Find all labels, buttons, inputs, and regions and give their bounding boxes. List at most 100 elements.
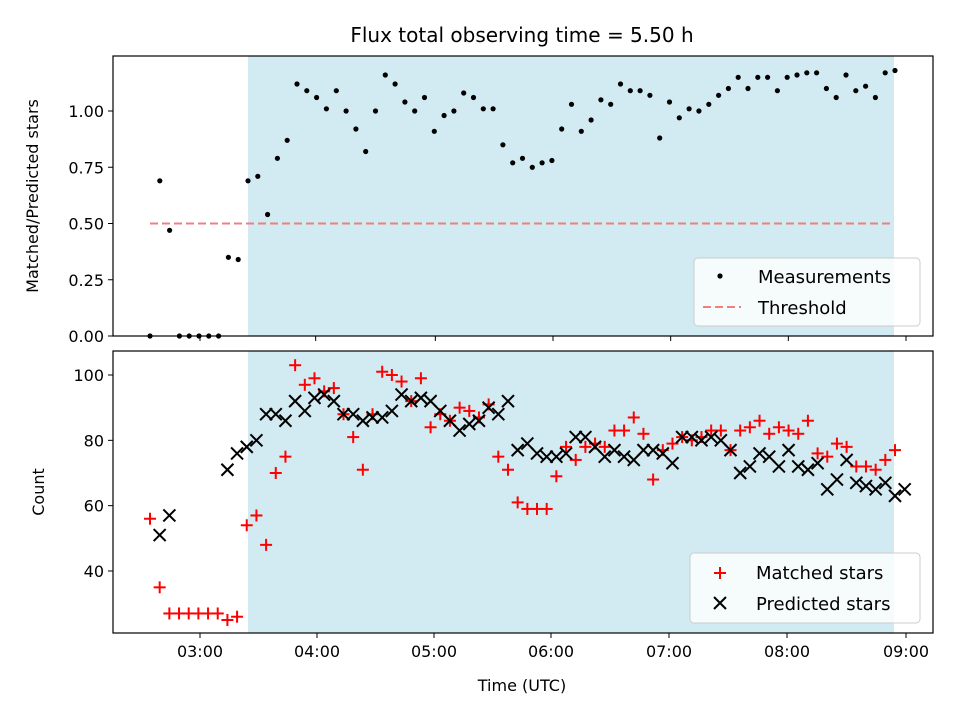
predicted-star-point xyxy=(317,387,331,402)
measurement-point xyxy=(412,108,418,114)
measurement-point xyxy=(490,106,496,112)
measurement-point xyxy=(480,106,486,112)
predicted-star-point xyxy=(452,423,467,438)
matched-star-point xyxy=(763,427,776,440)
predicted-star-point xyxy=(849,476,864,490)
matched-star-point xyxy=(879,453,892,466)
measurement-point xyxy=(627,88,633,94)
bottom-x-tick-label: 07:00 xyxy=(646,642,692,661)
predicted-star-point xyxy=(375,410,389,425)
top-y-axis-label: Matched/Predicted stars xyxy=(23,99,42,293)
measurement-point xyxy=(323,106,329,112)
matched-star-point xyxy=(240,519,253,532)
bottom-x-tick-label: 08:00 xyxy=(764,642,810,661)
predicted-star-point xyxy=(230,446,244,461)
measurement-point xyxy=(784,74,790,80)
measurement-point xyxy=(461,90,467,96)
top-y-tick-label: 0.00 xyxy=(68,327,104,346)
top-y-tick-label: 0.50 xyxy=(68,215,104,234)
measurement-point xyxy=(402,99,408,105)
measurement-point xyxy=(431,128,437,134)
measurement-point xyxy=(225,254,231,260)
matched-star-point xyxy=(395,375,408,388)
measurement-point xyxy=(774,88,781,94)
measurement-point xyxy=(519,155,526,161)
matched-star-point xyxy=(540,502,553,515)
measurement-point xyxy=(853,88,859,94)
predicted-star-point xyxy=(404,394,418,408)
measurement-point xyxy=(617,81,624,87)
measurement-point xyxy=(863,83,869,89)
matched-star-point xyxy=(830,437,843,450)
predicted-star-point xyxy=(530,446,544,461)
matched-star-point xyxy=(463,404,476,417)
bottom-y-tick-label: 80 xyxy=(84,431,104,450)
measurement-point xyxy=(716,92,722,98)
matched-star-point xyxy=(743,421,756,434)
predicted-star-point xyxy=(365,410,380,425)
measurement-point xyxy=(765,74,771,80)
measurement-point xyxy=(882,70,888,76)
predicted-star-point xyxy=(897,482,912,497)
predicted-star-point xyxy=(810,456,825,470)
measurement-point xyxy=(745,85,751,92)
predicted-star-point xyxy=(704,430,718,444)
bottom-y-tick-label: 100 xyxy=(73,366,104,385)
measurement-point xyxy=(637,88,643,94)
measurement-point xyxy=(255,173,261,179)
predicted-star-point xyxy=(723,443,738,457)
predicted-star-point xyxy=(269,407,283,421)
measurement-point xyxy=(706,101,712,107)
matched-star-point xyxy=(627,411,640,424)
matched-star-point xyxy=(859,460,872,473)
predicted-star-point xyxy=(249,433,264,448)
bottom-panel-frame xyxy=(112,350,934,634)
predicted-star-point xyxy=(694,433,709,448)
bottom-x-tick-label: 03:00 xyxy=(177,642,223,661)
predicted-star-point xyxy=(598,449,612,464)
measurement-point xyxy=(314,94,320,101)
matched-star-point xyxy=(511,496,524,509)
measurement-point xyxy=(510,160,516,166)
legend-matched-label: Matched stars xyxy=(756,563,883,584)
matched-star-point xyxy=(618,424,631,437)
measurement-point xyxy=(578,128,584,134)
measurement-point xyxy=(549,157,555,164)
predicted-star-point xyxy=(878,476,893,490)
bottom-y-axis-label: Count xyxy=(29,468,48,516)
matched-star-point xyxy=(298,378,311,391)
measurement-point xyxy=(529,164,535,170)
matched-star-point xyxy=(772,421,785,434)
measurement-point xyxy=(559,126,565,132)
x-axis-label: Time (UTC) xyxy=(477,676,566,695)
matched-star-point xyxy=(647,473,660,486)
measurement-point xyxy=(157,178,163,184)
measurement-point xyxy=(274,155,280,161)
top-y-tick-label: 0.75 xyxy=(68,158,104,177)
measurement-point xyxy=(823,85,830,92)
predicted-star-point xyxy=(298,404,312,418)
predicted-star-point xyxy=(510,443,525,457)
measurement-point xyxy=(451,108,457,114)
measurement-point xyxy=(814,70,820,76)
matched-star-point xyxy=(289,359,302,372)
chart-title: Flux total observing time = 5.50 h xyxy=(350,23,693,47)
measurement-point xyxy=(657,135,663,141)
predicted-star-point xyxy=(733,466,747,480)
top-legend-box xyxy=(693,257,921,327)
legend-predicted-marker xyxy=(713,596,727,610)
predicted-star-point xyxy=(549,449,564,464)
measurement-point xyxy=(725,85,732,92)
matched-star-point xyxy=(260,538,273,551)
predicted-star-point xyxy=(152,528,167,542)
matched-star-point xyxy=(869,463,882,476)
predicted-star-point xyxy=(278,414,293,428)
measurement-point xyxy=(372,108,379,114)
predicted-star-point xyxy=(559,446,573,461)
predicted-star-point xyxy=(752,446,767,461)
matched-star-point xyxy=(889,444,901,457)
matched-star-point xyxy=(453,401,466,414)
matched-star-point xyxy=(840,440,853,453)
predicted-star-point xyxy=(569,430,583,444)
measurement-point xyxy=(735,74,741,80)
